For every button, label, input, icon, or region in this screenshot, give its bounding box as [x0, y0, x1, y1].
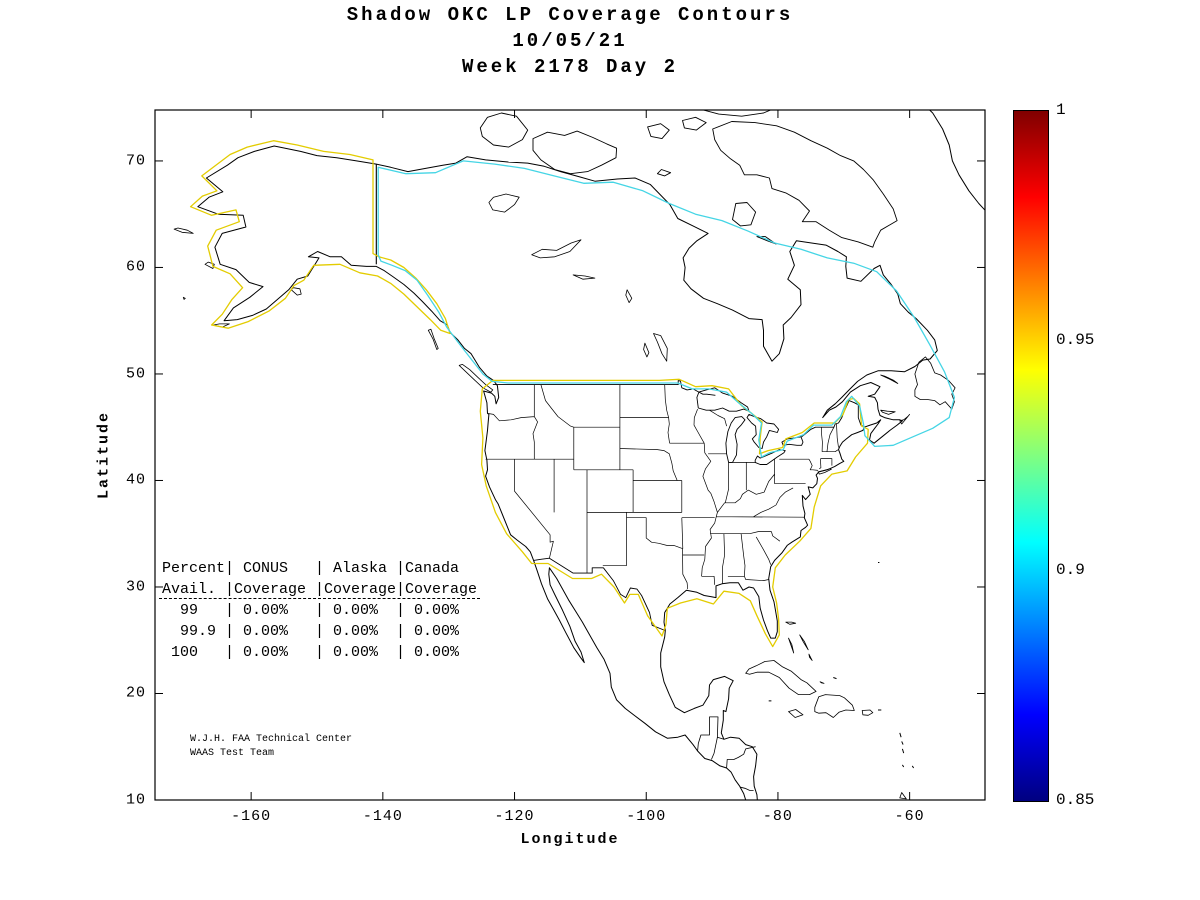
- mainland-coastline: [197, 145, 938, 800]
- canadian-arctic-islands: [479, 110, 898, 248]
- x-tick-label: -160: [231, 808, 272, 825]
- y-tick-label: 30: [125, 578, 146, 596]
- y-tick-label: 70: [125, 152, 146, 170]
- y-tick-label: 10: [125, 791, 146, 809]
- atlantic-islands: [817, 356, 956, 475]
- x-tick-label: -120: [494, 808, 535, 825]
- availability-table-header-2: Avail. |Coverage |Coverage|Coverage: [162, 581, 478, 598]
- y-axis-label: Latitude: [95, 410, 113, 500]
- chart-week-day: Week 2178 Day 2: [461, 56, 679, 78]
- contour-canada-coverage: [377, 160, 956, 458]
- availability-table-row-99-9: 99.9 | 0.00% | 0.00% | 0.00%: [162, 623, 460, 640]
- x-tick-label: -140: [362, 808, 403, 825]
- y-tick-label: 60: [125, 258, 146, 276]
- us-canada-border: [492, 380, 864, 438]
- credit-line-1: W.J.H. FAA Technical Center: [190, 734, 353, 745]
- caribbean-islands: [745, 621, 907, 800]
- x-tick-label: -80: [762, 808, 793, 825]
- colorbar-tick-label: 0.95: [1056, 331, 1095, 349]
- availability-table-row-99: 99 | 0.00% | 0.00% | 0.00%: [162, 602, 460, 619]
- colorbar-tick-label: 1: [1056, 101, 1066, 119]
- plot-frame: [154, 109, 986, 801]
- colorbar: [1013, 110, 1049, 802]
- chart-date: 10/05/21: [512, 30, 628, 52]
- y-tick-label: 20: [125, 684, 146, 702]
- greenland-coast: [928, 110, 985, 211]
- availability-table-divider: [159, 598, 480, 599]
- central-america-borders: [697, 716, 756, 791]
- y-tick-label: 50: [125, 365, 146, 383]
- availability-table-header-1: Percent| CONUS | Alaska |Canada: [162, 560, 460, 577]
- y-tick-label: 40: [125, 471, 146, 489]
- x-tick-label: -100: [626, 808, 667, 825]
- availability-table-row-100: 100 | 0.00% | 0.00% | 0.00%: [162, 644, 460, 661]
- colorbar-tick-label: 0.9: [1056, 561, 1085, 579]
- small-island-specks: [768, 562, 915, 769]
- chart-title: Shadow OKC LP Coverage Contours: [346, 4, 794, 26]
- title-block: Shadow OKC LP Coverage Contours 10/05/21…: [155, 2, 985, 80]
- x-axis-label: Longitude: [520, 831, 620, 848]
- contour-conus-coverage: [479, 378, 869, 648]
- contour-alaska-coverage: [189, 140, 451, 335]
- us-state-borders: [485, 384, 839, 590]
- interior-lakes: [488, 193, 668, 362]
- great-lakes: [696, 387, 804, 465]
- colorbar-tick-label: 0.85: [1056, 791, 1095, 809]
- us-mexico-border: [533, 557, 666, 632]
- x-tick-label: -60: [894, 808, 925, 825]
- credit-line-2: WAAS Test Team: [190, 748, 275, 759]
- pacific-islands: [173, 227, 494, 393]
